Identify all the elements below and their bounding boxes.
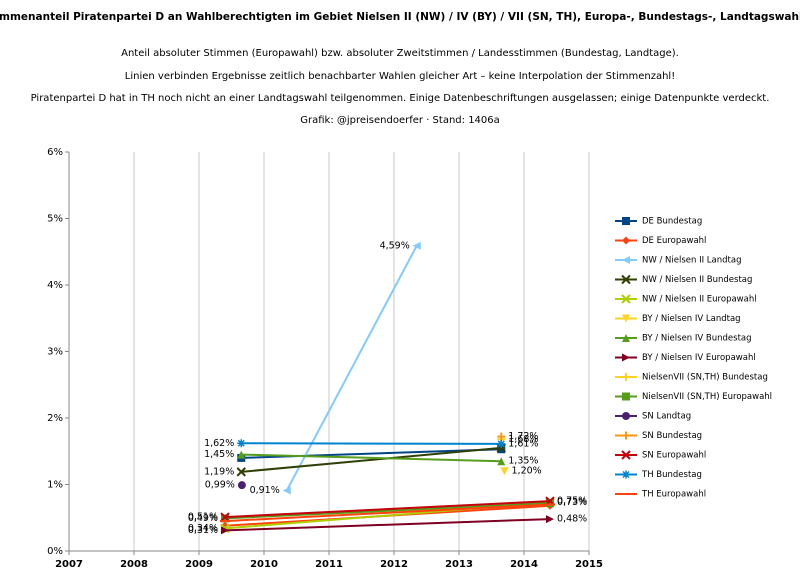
data-label: 4,59% — [380, 240, 410, 251]
marker — [622, 314, 630, 323]
data-label: 1,72% — [508, 431, 538, 442]
x-tick-label: 2013 — [445, 559, 473, 570]
x-tick-label: 2015 — [575, 559, 603, 570]
series-line — [285, 245, 418, 491]
marker — [237, 481, 246, 490]
chart-title: Stimmenanteil Piratenpartei D an Wahlber… — [0, 11, 800, 23]
marker — [622, 236, 630, 245]
legend-label: NW / Nielsen II Europawahl — [642, 295, 757, 305]
legend-label: SN Europawahl — [642, 451, 706, 461]
data-label: 0,91% — [250, 485, 280, 496]
marker — [621, 294, 631, 304]
marker — [622, 256, 630, 264]
data-label: 0,73% — [557, 497, 587, 508]
data-label: 0,49% — [188, 513, 218, 524]
x-tick-label: 2008 — [120, 559, 148, 570]
x-tick-label: 2011 — [315, 559, 343, 570]
data-label: 1,61% — [508, 438, 538, 449]
marker — [622, 470, 630, 479]
legend-label: TH Bundestag — [641, 470, 702, 480]
data-label: 1,45% — [204, 449, 234, 460]
series-line — [224, 500, 551, 519]
marker — [282, 486, 291, 495]
marker — [497, 457, 506, 466]
marker — [622, 353, 630, 362]
legend-label: DE Bundestag — [642, 217, 702, 227]
data-label: 0,51% — [188, 512, 218, 523]
marker — [622, 392, 630, 401]
marker — [412, 241, 421, 250]
data-label: 0,75% — [557, 496, 587, 507]
legend-label: NielsenVII (SN,TH) Bundestag — [642, 373, 768, 383]
data-label: 1,68% — [508, 434, 538, 445]
marker — [500, 467, 509, 476]
legend-label: BY / Nielsen IV Bundestag — [642, 334, 752, 344]
marker — [237, 439, 246, 448]
data-label: 0,31% — [188, 525, 218, 536]
series-line — [224, 502, 551, 520]
x-tick-label: 2010 — [250, 559, 278, 570]
marker — [621, 450, 631, 460]
marker — [237, 450, 246, 459]
x-tick-label: 2009 — [185, 559, 213, 570]
legend-label: BY / Nielsen IV Landtag — [642, 314, 741, 324]
data-label: 1,35% — [508, 456, 538, 467]
series-line — [224, 518, 551, 532]
series-line — [241, 453, 502, 463]
subtitle: Piratenpartei D hat in TH noch nicht an … — [31, 93, 770, 104]
legend-label: NW / Nielsen II Landtag — [642, 256, 741, 266]
x-tick-label: 2012 — [380, 559, 408, 570]
data-label: 0,99% — [205, 480, 235, 491]
series-line — [224, 503, 551, 523]
marker — [622, 217, 630, 225]
y-tick-label: 5% — [47, 214, 63, 225]
legend-label: SN Bundestag — [642, 431, 702, 441]
legend-label: DE Europawahl — [642, 236, 706, 246]
data-label: 0,48% — [557, 514, 587, 525]
data-label: 1,20% — [512, 466, 542, 477]
y-tick-label: 6% — [47, 147, 63, 158]
marker — [621, 274, 631, 285]
x-tick-label: 2014 — [510, 559, 538, 570]
data-label: 1,62% — [204, 438, 234, 449]
marker — [497, 439, 506, 448]
marker — [546, 499, 554, 508]
data-label: 0,34% — [188, 523, 218, 534]
legend-label: NW / Nielsen II Bundestag — [642, 275, 752, 285]
marker — [546, 515, 554, 524]
series-line — [241, 446, 502, 473]
legend-label: NielsenVII (SN,TH) Europawahl — [642, 392, 772, 402]
marker — [497, 432, 506, 441]
y-tick-label: 0% — [47, 546, 63, 557]
marker — [622, 334, 630, 342]
legend-label: TH Europawahl — [641, 490, 706, 500]
series-line — [241, 442, 502, 445]
legend-label: BY / Nielsen IV Europawahl — [642, 353, 756, 363]
y-tick-label: 2% — [47, 413, 63, 424]
y-tick-label: 4% — [47, 280, 63, 291]
data-label: 1,19% — [204, 466, 234, 477]
marker — [220, 512, 230, 522]
subtitle: Anteil absoluter Stimmen (Europawahl) bz… — [121, 48, 679, 59]
marker — [622, 431, 630, 440]
subtitle: Grafik: @jpreisendoerfer · Stand: 1406a — [300, 115, 500, 126]
marker — [221, 526, 229, 535]
y-tick-label: 1% — [47, 480, 63, 491]
y-tick-label: 3% — [47, 347, 63, 358]
legend-label: SN Landtag — [642, 412, 691, 422]
subtitle: Linien verbinden Ergebnisse zeitlich ben… — [125, 71, 675, 82]
marker — [622, 412, 630, 420]
marker — [622, 373, 630, 381]
marker — [236, 467, 246, 477]
x-tick-label: 2007 — [55, 559, 83, 570]
